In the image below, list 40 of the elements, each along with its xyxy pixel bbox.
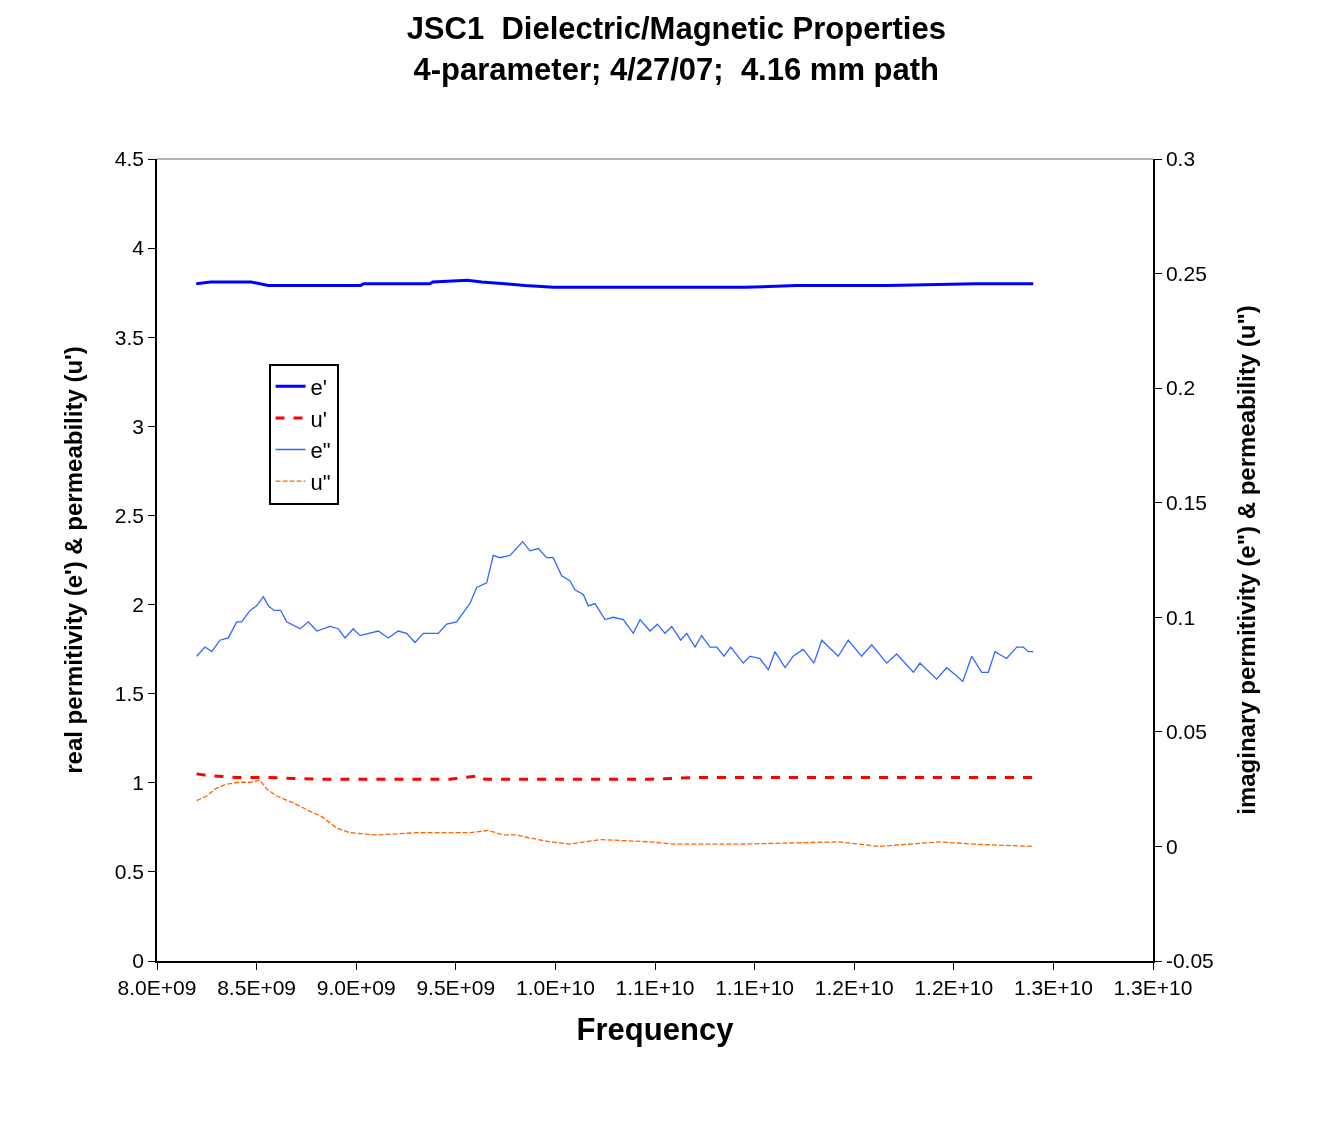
line-series: [195, 779, 1034, 848]
line-series: [194, 278, 1035, 289]
x-tick-label: 1.2E+10: [814, 975, 894, 999]
y-tick-label: 4: [132, 236, 145, 260]
legend-label: e": [310, 438, 331, 464]
x-axis-title: Frequency: [576, 1011, 735, 1047]
y2-axis-title: imaginary permitivity (e") & permeability (u"): [1232, 305, 1260, 815]
y2-tick-label: 0.2: [1165, 376, 1196, 400]
y-tick-label: 1: [132, 771, 145, 795]
x-tick-label: 1.1E+10: [715, 975, 795, 999]
legend-label: u': [310, 406, 327, 432]
x-tick-label: 1.0E+10: [515, 975, 595, 999]
legend-label: u": [310, 469, 331, 495]
y-tick-label: 2.5: [114, 503, 145, 527]
y2-tick-label: 0.1: [1165, 605, 1196, 629]
y-axis-title: real permitivity (e') & permeability (u'): [60, 346, 88, 774]
x-tick-label: 8.5E+09: [217, 975, 297, 999]
x-tick-label: 1.3E+10: [1013, 975, 1093, 999]
chart-title: JSC1 Dielectric/Magnetic Properties 4-parameter; 4/27/07; 4.16 mm path: [406, 11, 946, 87]
y2-tick-label: -0.05: [1165, 949, 1214, 973]
x-tick-label: 9.5E+09: [416, 975, 496, 999]
y2-tick-label: 0.25: [1165, 261, 1207, 285]
y2-tick-label: 0.15: [1165, 491, 1207, 515]
y-tick-label: 3: [132, 414, 145, 438]
x-tick-label: 1.3E+10: [1113, 975, 1193, 999]
line-series: [195, 541, 1034, 683]
x-tick-label: 1.1E+10: [615, 975, 695, 999]
legend-label: e': [310, 374, 327, 400]
y2-tick-label: 0.05: [1165, 720, 1207, 744]
y-tick-label: 2: [132, 592, 145, 616]
y-tick-label: 0.5: [114, 860, 145, 884]
x-tick-label: 9.0E+09: [316, 975, 396, 999]
y2-tick-label: 0.3: [1165, 147, 1196, 171]
x-tick-label: 8.0E+09: [117, 975, 197, 999]
y-tick-label: 1.5: [114, 682, 145, 706]
y-tick-label: 4.5: [114, 147, 145, 171]
y-tick-label: 3.5: [114, 325, 145, 349]
y2-tick-label: 0: [1165, 834, 1178, 858]
y-tick-label: 0: [132, 949, 145, 973]
x-tick-label: 1.2E+10: [914, 975, 994, 999]
